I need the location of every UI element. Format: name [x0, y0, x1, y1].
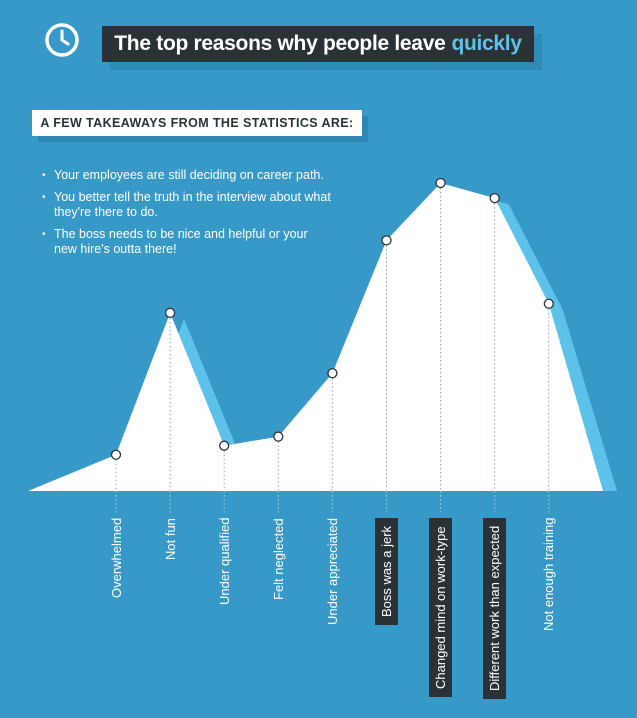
- category-label: Different work than expected: [483, 517, 507, 699]
- data-point: [381, 235, 392, 246]
- takeaways-heading: A FEW TAKEAWAYS FROM THE STATISTICS ARE:: [32, 110, 362, 136]
- data-point: [164, 307, 176, 318]
- category-label: Not fun: [162, 518, 178, 560]
- category-label: Under appreciated: [324, 518, 340, 625]
- category-label: Boss was a jerk: [375, 517, 398, 625]
- data-point: [489, 192, 500, 204]
- page-title: The top reasons why people leave quickly: [102, 26, 534, 62]
- data-point: [219, 440, 230, 451]
- title-accent: quickly: [451, 32, 522, 55]
- category-label: Not enough training: [541, 517, 557, 631]
- title-main: The top reasons why people leave: [114, 32, 446, 55]
- category-label: Changed mind on work-type: [429, 518, 453, 697]
- data-point: [543, 298, 554, 309]
- category-label: Overwhelmed: [108, 517, 124, 598]
- data-point: [327, 368, 338, 379]
- takeaway-item: Your employees are still deciding on car…: [42, 168, 332, 183]
- category-label: Under qualified: [216, 517, 232, 605]
- data-point: [110, 449, 122, 460]
- takeaway-item: You better tell the truth in the intervi…: [42, 190, 332, 220]
- takeaways-list: Your employees are still deciding on car…: [42, 168, 332, 264]
- data-point: [435, 177, 446, 189]
- data-point: [273, 431, 284, 442]
- clock-icon: [45, 23, 79, 57]
- area-fill: [28, 183, 603, 491]
- takeaway-item: The boss needs to be nice and helpful or…: [42, 227, 332, 257]
- category-label: Felt neglected: [270, 518, 286, 600]
